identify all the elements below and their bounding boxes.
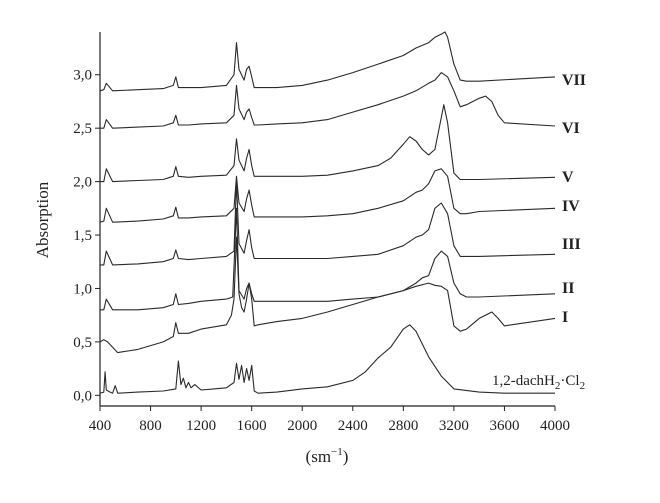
dach-label-main: 1,2-dachH [492, 373, 555, 389]
x-axis-title-close: ) [343, 447, 349, 466]
x-tick-label: 3200 [439, 418, 469, 434]
y-tick-label: 0,0 [73, 388, 92, 404]
series-line-i [99, 236, 556, 354]
x-axis-title: (sm−1) [306, 446, 349, 466]
series-line-1-2-dachh-cl [99, 324, 555, 394]
axes [99, 32, 555, 407]
y-tick-label: 2,5 [73, 121, 92, 137]
x-tick-label: 1200 [186, 418, 216, 434]
series-label-ii: II [562, 280, 574, 297]
series-label-dach: 1,2-dachH2·Cl2 [492, 373, 585, 392]
dach-label-sub2: 2 [580, 380, 586, 392]
x-axis-title-main: (sm [306, 447, 332, 466]
series-line-vii [99, 31, 556, 92]
x-tick-label: 400 [89, 418, 112, 434]
x-tick-label: 3600 [489, 418, 519, 434]
series-lines [99, 31, 556, 394]
y-tick-label: 3,0 [73, 68, 92, 84]
dach-label-sub1: 2 [555, 380, 561, 392]
y-axis-title: Absorption [33, 181, 52, 258]
x-tick-label: 800 [139, 418, 162, 434]
x-axis-title-sup: −1 [331, 446, 343, 458]
y-tick-label: 0,5 [73, 335, 92, 351]
series-label-vii: VII [562, 72, 586, 89]
y-tick-label: 1,0 [73, 281, 92, 297]
series-label-i: I [562, 309, 568, 326]
series-line-iii [100, 181, 556, 266]
series-line-v [100, 104, 556, 183]
x-tick-label: 2000 [287, 418, 317, 434]
series-label-vi: VI [562, 120, 580, 137]
dach-label-mid: ·Cl [560, 373, 579, 389]
y-tick-label: 1,5 [73, 228, 92, 244]
series-label-iii: III [562, 236, 581, 253]
series-label-iv: IV [562, 198, 580, 215]
x-tick-label: 2800 [388, 418, 418, 434]
y-tick-label: 2,0 [73, 175, 92, 191]
series-line-vi [100, 72, 556, 129]
series-line-iv [99, 168, 556, 223]
x-tick-label: 2400 [338, 418, 368, 434]
series-labels: VII VI V IV III II I 1,2-dachH2·Cl2 [492, 72, 586, 392]
x-tick-label: 4000 [540, 418, 570, 434]
x-tick-label: 1600 [237, 418, 267, 434]
series-label-v: V [562, 169, 574, 186]
ticks: 400 800 1200 1600 2000 2400 2800 3200 3600 4000 0,… [73, 68, 570, 434]
series-line-ii [100, 207, 556, 311]
